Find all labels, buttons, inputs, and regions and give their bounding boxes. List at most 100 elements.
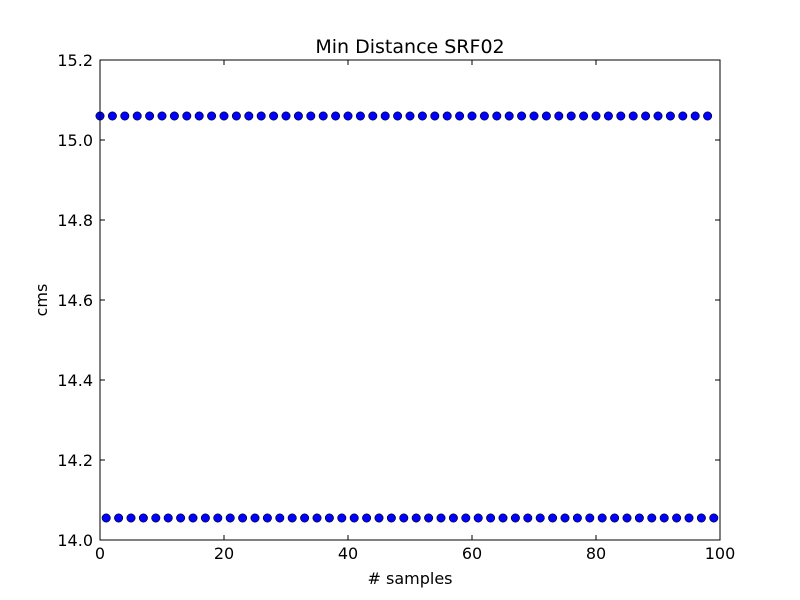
data-point: [176, 513, 186, 523]
data-point: [250, 513, 260, 523]
data-point: [213, 513, 223, 523]
data-point: [622, 513, 632, 523]
data-point: [411, 513, 421, 523]
data-point: [349, 513, 359, 523]
data-point: [362, 513, 372, 523]
data-point: [200, 513, 210, 523]
data-point: [504, 111, 514, 121]
data-point: [659, 513, 669, 523]
data-point: [194, 111, 204, 121]
data-point: [312, 513, 322, 523]
data-point: [114, 513, 124, 523]
data-point: [665, 111, 675, 121]
data-point: [380, 111, 390, 121]
data-point: [417, 111, 427, 121]
y-tick-label: 15.2: [57, 51, 93, 70]
x-tick-label: 80: [586, 544, 606, 563]
data-point: [467, 111, 477, 121]
y-axis-label: cms: [32, 284, 51, 317]
data-point: [293, 111, 303, 121]
data-point: [157, 111, 167, 121]
x-tick-label: 20: [214, 544, 234, 563]
data-point: [616, 111, 626, 121]
data-point: [256, 111, 266, 121]
data-point: [461, 513, 471, 523]
data-point: [529, 111, 539, 121]
y-tick-label: 14.4: [57, 371, 93, 390]
data-point: [560, 513, 570, 523]
data-point: [300, 513, 310, 523]
data-point: [188, 513, 198, 523]
data-point: [572, 513, 582, 523]
data-point: [306, 111, 316, 121]
data-point: [498, 513, 508, 523]
data-point: [269, 111, 279, 121]
data-point: [318, 111, 328, 121]
x-tick-label: 100: [705, 544, 736, 563]
data-point: [628, 111, 638, 121]
data-point: [231, 111, 241, 121]
data-point: [287, 513, 297, 523]
plot-area-background: [100, 60, 720, 540]
data-point: [548, 513, 558, 523]
data-point: [355, 111, 365, 121]
data-point: [696, 513, 706, 523]
x-tick-label: 0: [95, 544, 105, 563]
data-point: [386, 513, 396, 523]
x-tick-label: 60: [462, 544, 482, 563]
data-point: [579, 111, 589, 121]
data-point: [219, 111, 229, 121]
data-point: [107, 111, 117, 121]
data-point: [120, 111, 130, 121]
data-point: [430, 111, 440, 121]
data-point: [610, 513, 620, 523]
data-point: [182, 111, 192, 121]
data-point: [541, 111, 551, 121]
data-point: [647, 513, 657, 523]
data-point: [343, 111, 353, 121]
data-point: [641, 111, 651, 121]
data-point: [492, 111, 502, 121]
data-point: [585, 513, 595, 523]
data-point: [535, 513, 545, 523]
data-point: [510, 513, 520, 523]
x-axis-label: # samples: [368, 569, 453, 588]
data-point: [684, 513, 694, 523]
data-point: [145, 111, 155, 121]
chart-title: Min Distance SRF02: [315, 36, 504, 58]
data-point: [436, 513, 446, 523]
data-point: [405, 111, 415, 121]
data-point: [207, 111, 217, 121]
data-point: [399, 513, 409, 523]
data-point: [554, 111, 564, 121]
data-point: [455, 111, 465, 121]
data-point: [337, 513, 347, 523]
data-point: [703, 111, 713, 121]
data-point: [368, 111, 378, 121]
data-point: [690, 111, 700, 121]
data-point: [424, 513, 434, 523]
data-point: [138, 513, 148, 523]
y-tick-label: 15.0: [57, 131, 93, 150]
data-point: [238, 513, 248, 523]
data-point: [126, 513, 136, 523]
data-point: [634, 513, 644, 523]
data-point: [486, 513, 496, 523]
data-point: [603, 111, 613, 121]
data-point: [163, 513, 173, 523]
data-point: [566, 111, 576, 121]
data-point: [132, 111, 142, 121]
y-tick-label: 14.6: [57, 291, 93, 310]
data-point: [678, 111, 688, 121]
data-points: [95, 111, 719, 523]
data-point: [331, 111, 341, 121]
data-point: [591, 111, 601, 121]
data-point: [225, 513, 235, 523]
data-point: [709, 513, 719, 523]
x-tick-label: 40: [338, 544, 358, 563]
data-point: [393, 111, 403, 121]
data-point: [151, 513, 161, 523]
data-point: [653, 111, 663, 121]
data-point: [672, 513, 682, 523]
